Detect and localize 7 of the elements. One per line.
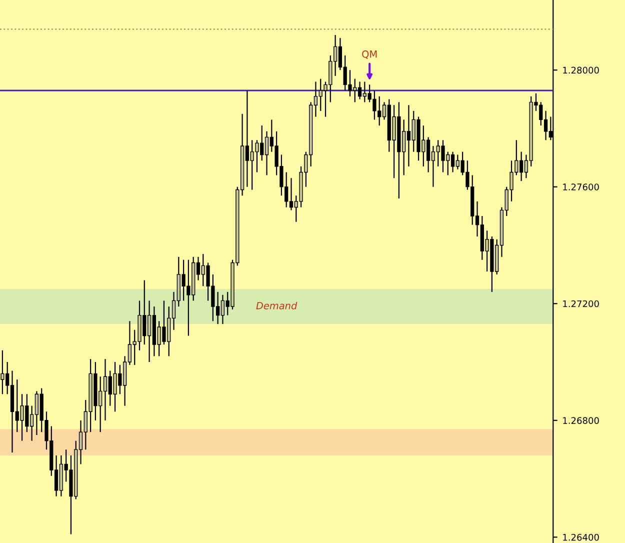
annotation: QM xyxy=(362,50,377,59)
y-tick-label: 1.26800 xyxy=(563,417,599,424)
band-label: Demand xyxy=(256,302,298,310)
y-tick-label: 1.28000 xyxy=(563,66,599,74)
y-tick-label: 1.26400 xyxy=(563,534,599,541)
y-tick-label: 1.27200 xyxy=(563,300,599,308)
y-tick-label: 1.27600 xyxy=(563,184,599,190)
